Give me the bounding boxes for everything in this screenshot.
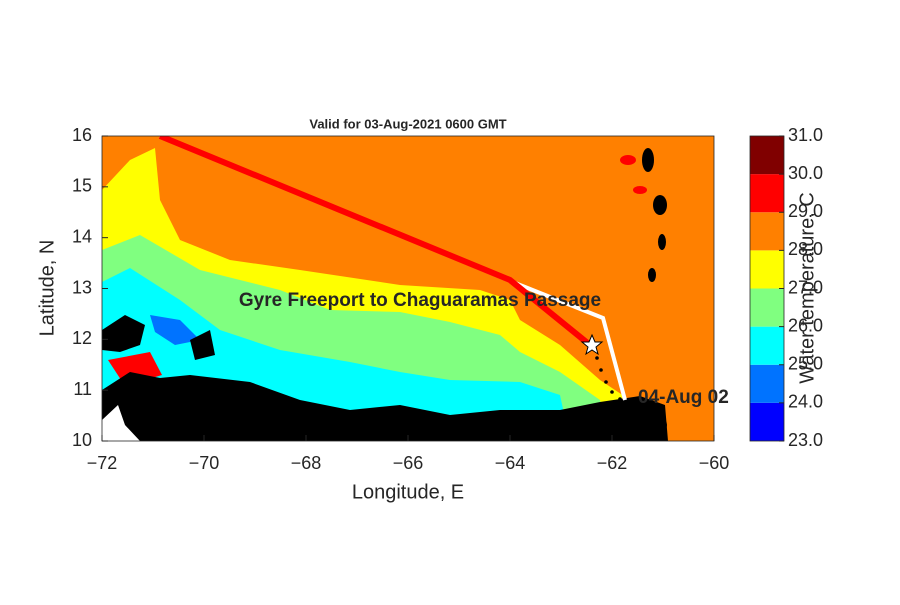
color-band [750,174,784,213]
forecast-dots [595,356,622,401]
island [642,148,654,172]
colorbar-tick-label: 24.0 [788,392,823,412]
x-tick-label: −60 [699,453,730,473]
colorbar-tick-label: 31.0 [788,125,823,145]
color-band [750,364,784,403]
color-band [750,136,784,175]
x-axis-label: Longitude, E [352,481,464,503]
contour-24 [150,315,200,345]
y-tick-label: 14 [72,226,92,246]
colorbar-tick-label: 25.0 [788,354,823,374]
no-data [102,405,140,441]
x-tick-label: −62 [597,453,628,473]
colorbar-tick-label: 27.0 [788,277,823,297]
color-band [750,402,784,441]
y-axis-label: Latitude, N [36,240,58,337]
warm-patch [620,155,636,165]
color-band [750,250,784,289]
colorbar-tick-label: 28.0 [788,239,823,259]
x-tick-label: −70 [189,453,220,473]
x-tick-label: −66 [393,453,424,473]
x-tick-label: −72 [87,453,118,473]
color-band [750,326,784,365]
colorbar-tick-label: 30.0 [788,163,823,183]
y-tick-label: 15 [72,176,92,196]
temperature-field [102,136,714,441]
colorbar-tick-label: 29.0 [788,201,823,221]
colorbar-label: Water temperature, C [796,192,818,384]
island [190,330,215,360]
x-tick-label: −68 [291,453,322,473]
y-tick-label: 13 [72,277,92,297]
island [623,412,667,438]
color-band [750,288,784,327]
island [658,234,666,250]
y-tick-label: 16 [72,125,92,145]
land [102,315,145,352]
chart-title: Valid for 03-Aug-2021 0600 GMT [309,116,506,131]
y-tick-label: 11 [73,379,92,399]
y-tick-label: 12 [72,328,92,348]
y-tick-label: 10 [72,430,92,450]
x-tick-label: −64 [495,453,526,473]
colorbar-tick-label: 26.0 [788,315,823,335]
vessel-position [580,333,604,356]
color-band [750,212,784,251]
island [648,268,656,282]
land [102,372,668,441]
time-marker: 04-Aug 02 [638,387,729,408]
colorbar-tick-label: 23.0 [788,430,823,450]
warm-patch [633,186,647,194]
track [158,136,592,348]
route-label: Gyre Freeport to Chaguaramas Passage [239,290,601,311]
island [653,195,667,215]
